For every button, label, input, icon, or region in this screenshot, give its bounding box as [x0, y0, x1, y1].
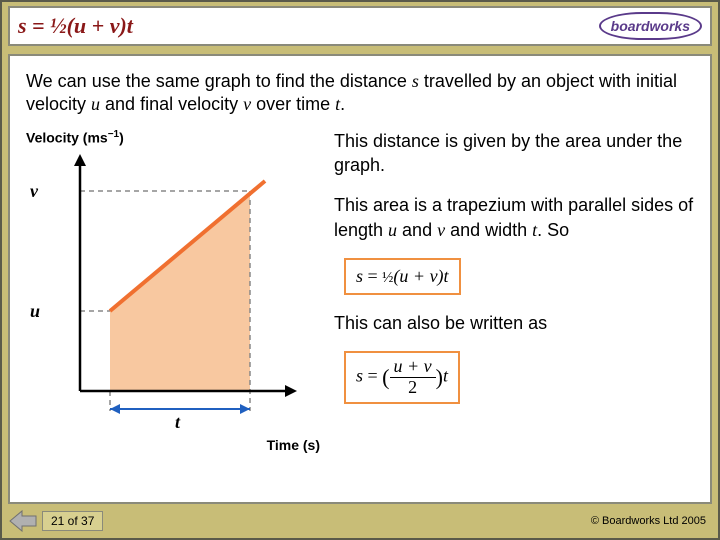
slide-title: s = ½(u + v)t: [18, 13, 133, 39]
content-panel: We can use the same graph to find the di…: [8, 54, 712, 504]
boardworks-logo: boardworks: [599, 12, 702, 40]
formula-2-wrap: s = (u + v2)t: [334, 351, 694, 404]
f1-half: ½: [382, 270, 393, 286]
p2-end: . So: [537, 220, 569, 240]
y-label-end: ): [119, 129, 124, 145]
y-axis-label: Velocity (ms−1): [26, 129, 316, 146]
slide-frame: s = ½(u + v)t boardworks We can use the …: [0, 0, 720, 540]
f1-eq: =: [363, 266, 382, 286]
p2-mid: and width: [445, 220, 532, 240]
para-3: This can also be written as: [334, 311, 694, 335]
formula-1-wrap: s = ½(u + v)t: [334, 258, 694, 295]
f1-s: s: [356, 266, 363, 286]
f2-t: t: [443, 366, 448, 386]
formula-1: s = ½(u + v)t: [344, 258, 461, 295]
page-indicator: 21 of 37: [42, 511, 103, 531]
intro-v: v: [243, 94, 251, 114]
intro-pre: We can use the same graph to find the di…: [26, 71, 412, 91]
y-label-sup: −1: [108, 129, 119, 140]
intro-mid2: and final velocity: [100, 94, 243, 114]
intro-u: u: [91, 94, 100, 114]
x-axis-label: Time (s): [267, 437, 320, 453]
t-arrow-left: [110, 404, 120, 414]
footer-bar: 21 of 37 © Boardworks Ltd 2005: [8, 508, 712, 534]
graph-area: v u t Time (s): [50, 151, 310, 431]
axis-label-u: u: [30, 301, 40, 322]
p2-v: v: [437, 220, 445, 240]
intro-text: We can use the same graph to find the di…: [26, 70, 694, 117]
intro-mid3: over time: [251, 94, 335, 114]
formula-2: s = (u + v2)t: [344, 351, 460, 404]
p2-and: and: [397, 220, 437, 240]
t-arrow-right: [240, 404, 250, 414]
axis-label-v: v: [30, 181, 38, 202]
header-bar: s = ½(u + v)t boardworks: [8, 6, 712, 46]
intro-s: s: [412, 71, 419, 91]
x-axis-arrow: [285, 385, 297, 397]
text-column: This distance is given by the area under…: [334, 129, 694, 432]
y-axis-arrow: [74, 154, 86, 166]
f2-den: 2: [390, 378, 436, 398]
velocity-time-graph: [50, 151, 310, 431]
f2-frac: u + v2: [390, 357, 436, 398]
f1-paren: (u + v)t: [393, 266, 448, 286]
prev-arrow-icon[interactable]: [8, 509, 38, 533]
para-2: This area is a trapezium with parallel s…: [334, 193, 694, 242]
f2-s: s: [356, 366, 363, 386]
p2-u: u: [388, 220, 397, 240]
graph-column: Velocity (ms−1): [26, 129, 316, 432]
intro-end: .: [340, 94, 345, 114]
main-row: Velocity (ms−1): [26, 129, 694, 432]
footer-left: 21 of 37: [8, 509, 103, 533]
copyright-text: © Boardworks Ltd 2005: [591, 515, 706, 527]
axis-label-t: t: [175, 412, 180, 433]
para-1: This distance is given by the area under…: [334, 129, 694, 178]
f2-eq: =: [363, 366, 382, 386]
f2-num: u + v: [390, 357, 436, 378]
y-label-text: Velocity (ms: [26, 129, 108, 145]
